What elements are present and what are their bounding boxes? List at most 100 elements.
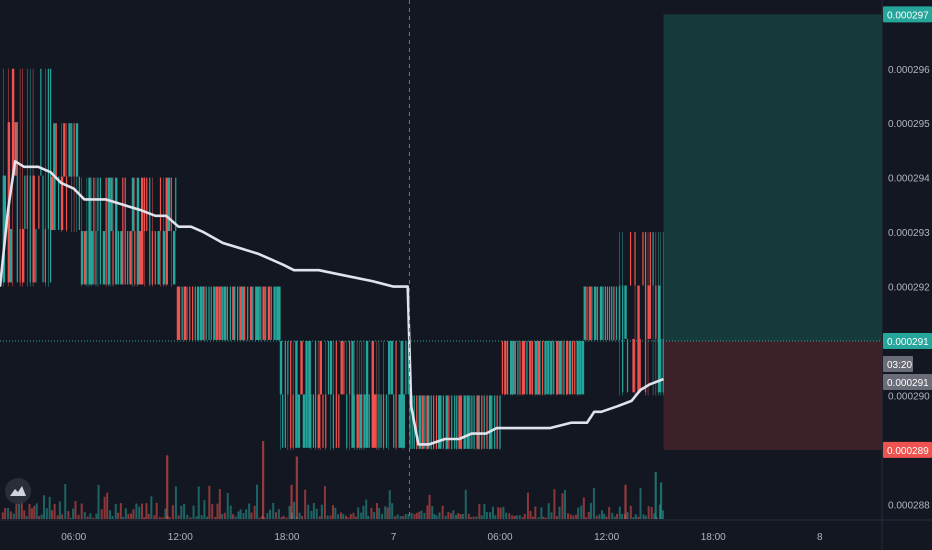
candle[interactable]: [602, 286, 604, 340]
candle[interactable]: [365, 341, 369, 448]
candle[interactable]: [529, 341, 532, 395]
candle[interactable]: [385, 394, 388, 448]
candle[interactable]: [340, 341, 343, 395]
candle[interactable]: [637, 285, 640, 393]
candle[interactable]: [509, 341, 513, 395]
candle[interactable]: [402, 394, 405, 448]
candle[interactable]: [501, 341, 504, 395]
candle[interactable]: [239, 286, 242, 340]
candle[interactable]: [11, 68, 15, 176]
candle[interactable]: [136, 177, 140, 285]
candle[interactable]: [496, 395, 498, 449]
candle[interactable]: [632, 338, 635, 393]
candle[interactable]: [526, 341, 528, 395]
candle[interactable]: [373, 394, 376, 448]
candle[interactable]: [448, 395, 450, 449]
candle[interactable]: [438, 395, 441, 449]
candle[interactable]: [270, 286, 272, 340]
current-price-label[interactable]: 0.000291: [883, 333, 932, 349]
candle[interactable]: [213, 286, 216, 340]
candle[interactable]: [42, 175, 44, 283]
candle[interactable]: [202, 286, 204, 340]
candle[interactable]: [176, 286, 180, 340]
candle[interactable]: [574, 341, 576, 395]
candle[interactable]: [181, 286, 183, 340]
candle[interactable]: [647, 285, 650, 339]
candle[interactable]: [407, 341, 409, 395]
candle[interactable]: [445, 395, 448, 449]
candle[interactable]: [167, 177, 171, 232]
candle[interactable]: [338, 394, 340, 448]
candle[interactable]: [351, 341, 354, 448]
candle[interactable]: [50, 68, 52, 283]
candle[interactable]: [215, 286, 219, 340]
candle[interactable]: [566, 341, 569, 395]
candle[interactable]: [117, 231, 120, 285]
candle[interactable]: [146, 177, 148, 232]
candle[interactable]: [405, 341, 407, 395]
candle[interactable]: [50, 176, 54, 231]
candle[interactable]: [175, 177, 177, 232]
candle[interactable]: [488, 395, 492, 449]
candle[interactable]: [99, 177, 102, 285]
candle[interactable]: [257, 286, 260, 340]
candle[interactable]: [221, 286, 224, 340]
candle[interactable]: [122, 177, 124, 285]
candle[interactable]: [194, 286, 196, 340]
target-price-label[interactable]: 0.000297: [883, 6, 932, 23]
candle[interactable]: [278, 286, 281, 340]
candle[interactable]: [476, 395, 479, 449]
candle[interactable]: [466, 395, 469, 449]
candle[interactable]: [90, 231, 93, 285]
candle[interactable]: [4, 175, 7, 229]
candle[interactable]: [322, 394, 324, 448]
candle[interactable]: [255, 286, 258, 340]
candle[interactable]: [553, 341, 555, 395]
candle[interactable]: [524, 341, 526, 395]
candle[interactable]: [80, 231, 84, 285]
candle[interactable]: [583, 286, 586, 340]
candle[interactable]: [594, 286, 597, 340]
candle[interactable]: [356, 394, 359, 448]
candle[interactable]: [418, 395, 421, 449]
candle[interactable]: [196, 286, 200, 340]
candle[interactable]: [512, 341, 515, 395]
candle[interactable]: [576, 341, 579, 395]
candle[interactable]: [596, 286, 599, 340]
candle[interactable]: [556, 341, 559, 395]
candle[interactable]: [300, 341, 303, 395]
candle[interactable]: [317, 394, 320, 448]
candle[interactable]: [218, 286, 221, 340]
candle[interactable]: [305, 341, 308, 448]
candle[interactable]: [393, 394, 395, 448]
candle[interactable]: [284, 341, 286, 448]
candle[interactable]: [390, 341, 394, 395]
candle[interactable]: [78, 176, 80, 231]
candle[interactable]: [297, 394, 301, 448]
candle[interactable]: [110, 177, 113, 232]
candle[interactable]: [302, 394, 306, 448]
candle[interactable]: [544, 341, 547, 395]
candle[interactable]: [421, 395, 424, 449]
candle[interactable]: [249, 286, 253, 340]
candle[interactable]: [398, 394, 401, 448]
candle[interactable]: [115, 177, 118, 285]
candle[interactable]: [606, 286, 609, 340]
candle[interactable]: [329, 341, 333, 395]
candle[interactable]: [550, 341, 553, 395]
candle[interactable]: [21, 228, 25, 283]
candle[interactable]: [141, 177, 144, 285]
candle[interactable]: [186, 286, 188, 340]
candle[interactable]: [124, 177, 126, 285]
candle[interactable]: [107, 177, 111, 285]
candle[interactable]: [282, 394, 284, 448]
candle[interactable]: [234, 286, 236, 340]
candle[interactable]: [102, 231, 106, 285]
candle[interactable]: [131, 177, 135, 232]
candle[interactable]: [335, 341, 337, 448]
candle[interactable]: [599, 286, 603, 340]
candle[interactable]: [471, 395, 473, 449]
candle[interactable]: [267, 286, 271, 340]
profit-zone[interactable]: [663, 14, 882, 341]
